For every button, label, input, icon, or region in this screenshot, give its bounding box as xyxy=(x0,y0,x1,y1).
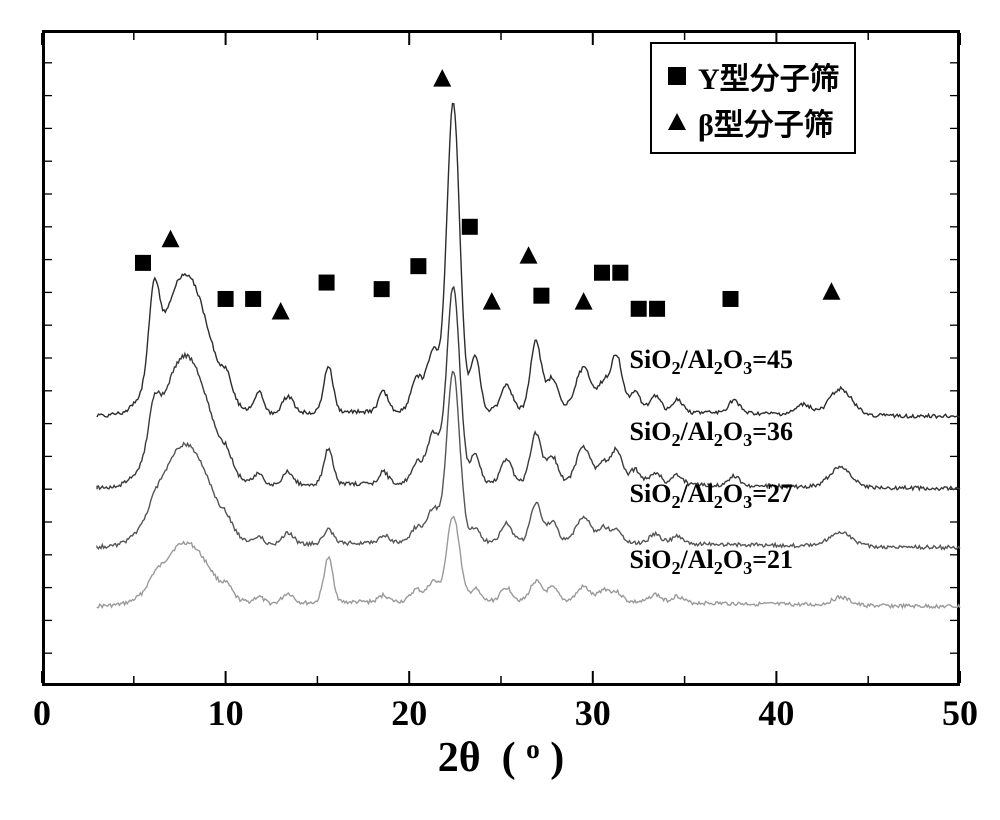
marker-triangle xyxy=(272,302,290,319)
marker-square xyxy=(410,258,426,274)
x-tick-label: 10 xyxy=(208,692,244,734)
marker-square xyxy=(649,301,665,317)
marker-square xyxy=(245,291,261,307)
marker-square xyxy=(723,291,739,307)
legend-label: Y型分子筛 xyxy=(698,54,840,98)
trace-SiO2/Al2O3=36 xyxy=(97,287,960,490)
legend: Y型分子筛β型分子筛 xyxy=(650,42,856,154)
x-tick-label: 30 xyxy=(575,692,611,734)
marker-square xyxy=(218,291,234,307)
marker-square xyxy=(594,265,610,281)
trace-SiO2/Al2O3=21 xyxy=(97,517,960,609)
marker-triangle xyxy=(575,292,593,309)
series-label: SiO2/Al2O3=36 xyxy=(630,417,794,451)
marker-triangle xyxy=(822,282,840,299)
x-tick-label: 0 xyxy=(33,692,51,734)
series-label: SiO2/Al2O3=21 xyxy=(630,545,794,579)
series-label: SiO2/Al2O3=45 xyxy=(630,345,794,379)
marker-triangle xyxy=(483,292,501,309)
legend-row: Y型分子筛 xyxy=(666,54,840,98)
marker-square xyxy=(612,265,628,281)
marker-square xyxy=(374,281,390,297)
x-tick-label: 50 xyxy=(942,692,978,734)
x-axis-title: 2θ ( o ) xyxy=(438,734,565,782)
x-tick-label: 20 xyxy=(391,692,427,734)
legend-row: β型分子筛 xyxy=(666,100,840,144)
marker-triangle xyxy=(433,69,451,86)
marker-square xyxy=(319,275,335,291)
square-icon xyxy=(666,65,688,87)
x-tick-label: 40 xyxy=(758,692,794,734)
legend-label: β型分子筛 xyxy=(698,100,834,144)
marker-square xyxy=(533,288,549,304)
marker-square xyxy=(462,219,478,235)
marker-square xyxy=(631,301,647,317)
triangle-icon xyxy=(666,111,688,133)
marker-triangle xyxy=(162,230,180,247)
marker-square xyxy=(135,255,151,271)
marker-triangle xyxy=(520,246,538,263)
series-label: SiO2/Al2O3=27 xyxy=(630,479,794,513)
